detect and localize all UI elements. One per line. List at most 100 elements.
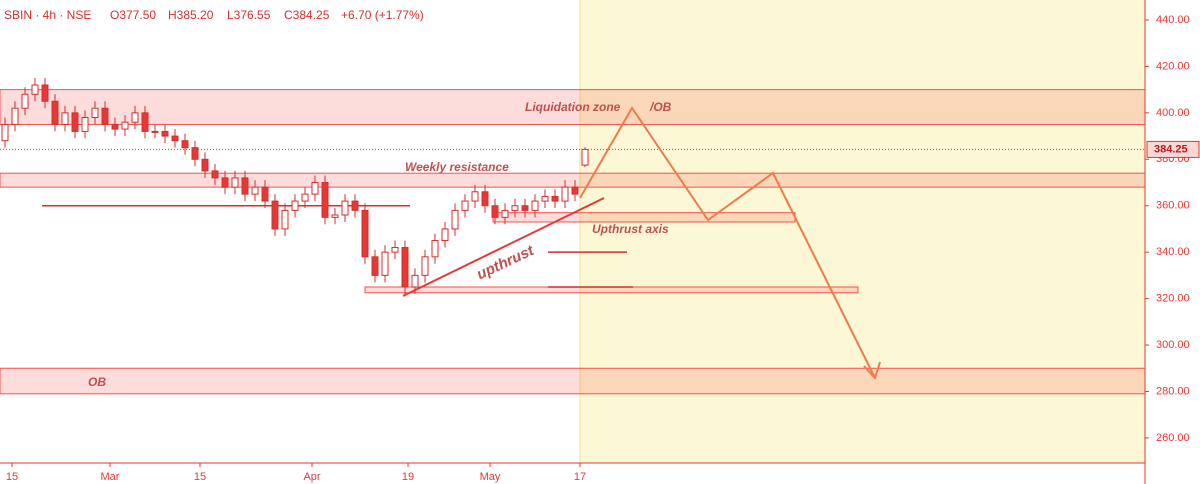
ohlc-open: O377.50 (110, 8, 156, 22)
y-tick-label: 440.00 (1156, 14, 1190, 26)
candle-body (341, 200, 349, 216)
annotation: Weekly resistance (405, 160, 509, 174)
candle-body (381, 251, 389, 276)
candle-body (521, 205, 529, 211)
y-tick-label: 340.00 (1156, 246, 1190, 258)
zone (0, 367, 1146, 395)
candle-body (571, 186, 579, 195)
candle-body (81, 116, 89, 132)
candle-body (171, 135, 179, 142)
candle-body (291, 200, 299, 211)
candle-body (471, 191, 479, 202)
y-axis-bg (1145, 0, 1200, 484)
candle-body (131, 112, 139, 123)
candle-body (221, 177, 229, 188)
candle-body (91, 107, 99, 118)
header: SBIN · 4h · NSE O377.50 H385.20 L376.55 … (4, 8, 424, 22)
candle-body (31, 84, 39, 95)
candle-body (531, 200, 539, 211)
x-axis-bg (0, 463, 1145, 484)
ohlc-high: H385.20 (168, 8, 214, 22)
candle-body (351, 200, 359, 211)
y-tick-label: 300.00 (1156, 339, 1190, 351)
candle-body (141, 112, 149, 132)
candle-body (181, 140, 189, 149)
candle-body (1, 123, 9, 142)
zone (492, 212, 796, 223)
y-tick-label: 260.00 (1156, 432, 1190, 444)
x-tick-label: 17 (574, 471, 586, 483)
candle-body (491, 205, 499, 218)
ohlc-change: +6.70 (+1.77%) (341, 8, 424, 22)
candle-body (271, 200, 279, 230)
candle-body (201, 158, 209, 172)
candle-body (541, 195, 549, 202)
candle-body (21, 93, 29, 109)
candle-body (481, 191, 489, 207)
annotation: upthrust (474, 242, 537, 284)
candle-body (581, 148, 589, 166)
background-layer (579, 0, 1145, 463)
candle-body (501, 209, 509, 218)
candle-body (261, 186, 269, 202)
candle-body (331, 214, 339, 218)
candle-body (111, 123, 119, 130)
annotation: Liquidation zone (525, 100, 621, 114)
candle-body (241, 177, 249, 195)
candle-body (301, 193, 309, 202)
candle-body (461, 200, 469, 211)
y-tick-label: 320.00 (1156, 293, 1190, 305)
symbol: SBIN · 4h · NSE (4, 8, 91, 22)
candle-body (391, 247, 399, 253)
candle-body (41, 84, 49, 102)
x-tick-label: 15 (194, 471, 206, 483)
candle-body (101, 107, 109, 125)
candle-body (431, 240, 439, 258)
annotation: OB (88, 375, 106, 389)
x-tick-label: Mar (101, 471, 120, 483)
candle-body (231, 177, 239, 188)
y-tick-label: 360.00 (1156, 200, 1190, 212)
candle-layer (1, 78, 589, 294)
candle-body (51, 100, 59, 125)
candle-body (371, 256, 379, 276)
candle-body (121, 121, 129, 130)
candle-body (251, 186, 259, 195)
candle-body (281, 209, 289, 230)
candle-body (401, 247, 409, 288)
ohlc-close: C384.25 (284, 8, 330, 22)
annotation: Upthrust axis (592, 222, 669, 236)
candle-body (511, 205, 519, 211)
ohlc-low: L376.55 (227, 8, 271, 22)
candle-body (71, 112, 79, 132)
future-area (580, 0, 1145, 463)
y-tick-label: 280.00 (1156, 385, 1190, 397)
zone (364, 286, 859, 294)
candle-body (211, 170, 219, 179)
candle-body (421, 256, 429, 276)
projection-arrowhead (863, 361, 881, 380)
zone (0, 172, 1146, 188)
y-tick-label: 420.00 (1156, 60, 1190, 72)
upthrust-line (402, 197, 605, 297)
candle-body (441, 228, 449, 242)
last-price-tag (1146, 140, 1200, 158)
candle-body (561, 186, 569, 202)
candle-body (451, 209, 459, 230)
candle-body (361, 209, 369, 258)
annotation: /OB (649, 100, 672, 114)
candle-body (311, 182, 319, 195)
candle-body (161, 130, 169, 137)
candle-body (191, 147, 199, 160)
x-tick-label: 19 (402, 471, 414, 483)
x-tick-label: Apr (303, 471, 320, 483)
x-tick-label: May (480, 471, 501, 483)
candle-body (151, 130, 159, 133)
candle-body (61, 112, 69, 125)
zone (0, 89, 1146, 125)
drawings (402, 106, 881, 380)
candle-body (321, 182, 329, 218)
